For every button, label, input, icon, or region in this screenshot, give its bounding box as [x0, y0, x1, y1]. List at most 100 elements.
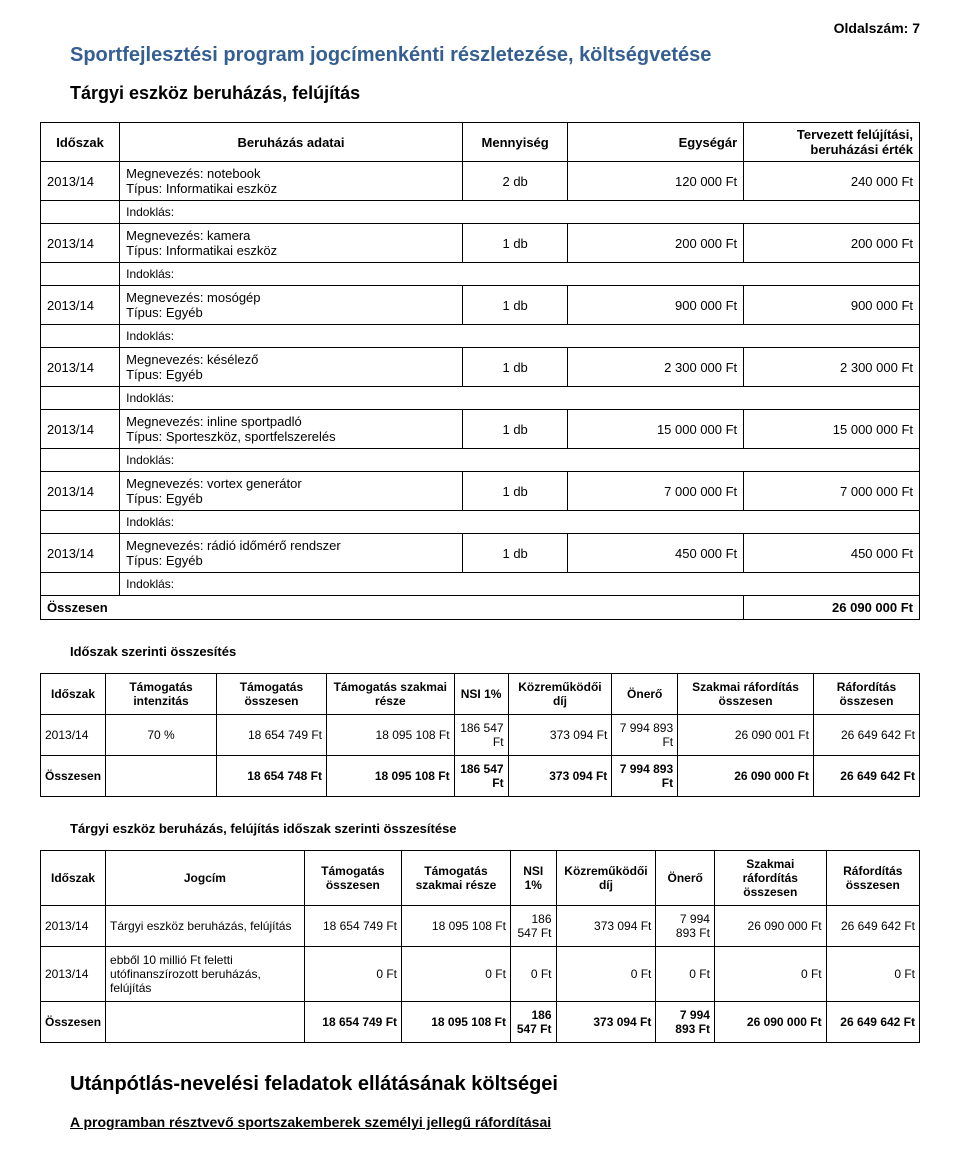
table-row: 2013/14Megnevezés: mosógépTípus: Egyéb1 …: [41, 286, 920, 325]
th: Közreműködői díj: [556, 851, 656, 906]
table-row: 2013/14ebből 10 millió Ft feletti utófin…: [41, 947, 920, 1002]
indoklas-cell: Indoklás:: [120, 263, 920, 286]
cell-desc: Megnevezés: inline sportpadlóTípus: Spor…: [120, 410, 463, 449]
cell-desc: Megnevezés: késélezőTípus: Egyéb: [120, 348, 463, 387]
th: Önerő: [612, 674, 678, 715]
th: Időszak: [41, 851, 106, 906]
cell: 7 994 893 Ft: [656, 1002, 715, 1043]
cell: 26 090 000 Ft: [678, 756, 814, 797]
cell-unit: 900 000 Ft: [568, 286, 744, 325]
cell-qty: 1 db: [462, 472, 567, 511]
big-heading: Utánpótlás-nevelési feladatok ellátásána…: [70, 1073, 920, 1096]
cell-qty: 1 db: [462, 224, 567, 263]
cell-period: 2013/14: [41, 162, 120, 201]
cell: 0 Ft: [656, 947, 715, 1002]
cell-total: 2 300 000 Ft: [744, 348, 920, 387]
section2-title: Időszak szerinti összesítés: [70, 644, 920, 659]
table-row: 2013/1470 %18 654 749 Ft18 095 108 Ft186…: [41, 715, 920, 756]
cell-unit: 120 000 Ft: [568, 162, 744, 201]
cell: ebből 10 millió Ft feletti utófinanszíro…: [106, 947, 305, 1002]
cell: Összesen: [41, 1002, 106, 1043]
th: Ráfordítás összesen: [813, 674, 919, 715]
cell-desc: Megnevezés: rádió időmérő rendszerTípus:…: [120, 534, 463, 573]
table-row: 2013/14Megnevezés: rádió időmérő rendsze…: [41, 534, 920, 573]
indoklas-cell: Indoklás:: [120, 573, 920, 596]
cell-total: 7 000 000 Ft: [744, 472, 920, 511]
cell-qty: 1 db: [462, 286, 567, 325]
indoklas-row: Indoklás:: [41, 201, 920, 224]
indoklas-spacer: [41, 263, 120, 286]
cell-desc: Megnevezés: notebookTípus: Informatikai …: [120, 162, 463, 201]
cell-period: 2013/14: [41, 410, 120, 449]
page-number: Oldalszám: 7: [40, 20, 920, 36]
cell: 26 649 642 Ft: [813, 756, 919, 797]
cell-qty: 1 db: [462, 534, 567, 573]
indoklas-row: Indoklás:: [41, 511, 920, 534]
th: NSI 1%: [454, 674, 508, 715]
cell-total: 450 000 Ft: [744, 534, 920, 573]
th: Ráfordítás összesen: [826, 851, 919, 906]
cell-period: 2013/14: [41, 534, 120, 573]
investment-table: Időszak Beruházás adatai Mennyiség Egysé…: [40, 122, 920, 620]
indoklas-row: Indoklás:: [41, 263, 920, 286]
total-value: 26 090 000 Ft: [744, 596, 920, 620]
table-row: 2013/14Megnevezés: késélezőTípus: Egyéb1…: [41, 348, 920, 387]
cell: 7 994 893 Ft: [612, 715, 678, 756]
cell: 373 094 Ft: [508, 756, 612, 797]
sub-title: Tárgyi eszköz beruházás, felújítás: [40, 83, 920, 104]
th: Támogatás intenzitás: [106, 674, 217, 715]
table-row: 2013/14Megnevezés: vortex generátorTípus…: [41, 472, 920, 511]
cell: 18 654 748 Ft: [216, 756, 326, 797]
cell: 0 Ft: [510, 947, 556, 1002]
cell: 7 994 893 Ft: [656, 906, 715, 947]
cell: 0 Ft: [304, 947, 401, 1002]
cell: 26 090 000 Ft: [714, 1002, 826, 1043]
cell-total: 200 000 Ft: [744, 224, 920, 263]
table-total-row: Összesen18 654 748 Ft18 095 108 Ft186 54…: [41, 756, 920, 797]
cell: Tárgyi eszköz beruházás, felújítás: [106, 906, 305, 947]
indoklas-spacer: [41, 325, 120, 348]
th-period: Időszak: [41, 123, 120, 162]
table-row: 2013/14Tárgyi eszköz beruházás, felújítá…: [41, 906, 920, 947]
cell: 18 095 108 Ft: [327, 756, 455, 797]
cell: 7 994 893 Ft: [612, 756, 678, 797]
cell-desc: Megnevezés: mosógépTípus: Egyéb: [120, 286, 463, 325]
cell: [106, 756, 217, 797]
cell: 186 547 Ft: [454, 715, 508, 756]
period-summary-table: IdőszakTámogatás intenzitásTámogatás öss…: [40, 673, 920, 797]
cell: 26 649 642 Ft: [826, 1002, 919, 1043]
th: Jogcím: [106, 851, 305, 906]
cell: 2013/14: [41, 947, 106, 1002]
cell-total: 900 000 Ft: [744, 286, 920, 325]
th: Időszak: [41, 674, 106, 715]
indoklas-cell: Indoklás:: [120, 511, 920, 534]
th: Támogatás összesen: [216, 674, 326, 715]
cell: 18 654 749 Ft: [216, 715, 326, 756]
th: Önerő: [656, 851, 715, 906]
cell-total: 240 000 Ft: [744, 162, 920, 201]
cell-unit: 200 000 Ft: [568, 224, 744, 263]
table-row: 2013/14Megnevezés: kameraTípus: Informat…: [41, 224, 920, 263]
th: Szakmai ráfordítás összesen: [678, 674, 814, 715]
cell: 373 094 Ft: [508, 715, 612, 756]
cell-period: 2013/14: [41, 472, 120, 511]
table-row: 2013/14Megnevezés: inline sportpadlóTípu…: [41, 410, 920, 449]
table-total-row: Összesen18 654 749 Ft18 095 108 Ft186 54…: [41, 1002, 920, 1043]
th-desc: Beruházás adatai: [120, 123, 463, 162]
cell-qty: 2 db: [462, 162, 567, 201]
th-unit: Egységár: [568, 123, 744, 162]
cell: 18 095 108 Ft: [402, 1002, 511, 1043]
cell: [106, 1002, 305, 1043]
cell-period: 2013/14: [41, 348, 120, 387]
cell: 0 Ft: [402, 947, 511, 1002]
cell-qty: 1 db: [462, 348, 567, 387]
cell: 2013/14: [41, 906, 106, 947]
cell: 186 547 Ft: [454, 756, 508, 797]
th-total: Tervezett felújítási, beruházási érték: [744, 123, 920, 162]
cell: 186 547 Ft: [510, 1002, 556, 1043]
cell: 0 Ft: [714, 947, 826, 1002]
indoklas-spacer: [41, 511, 120, 534]
cell: 2013/14: [41, 715, 106, 756]
cell-period: 2013/14: [41, 286, 120, 325]
cell: 373 094 Ft: [556, 906, 656, 947]
